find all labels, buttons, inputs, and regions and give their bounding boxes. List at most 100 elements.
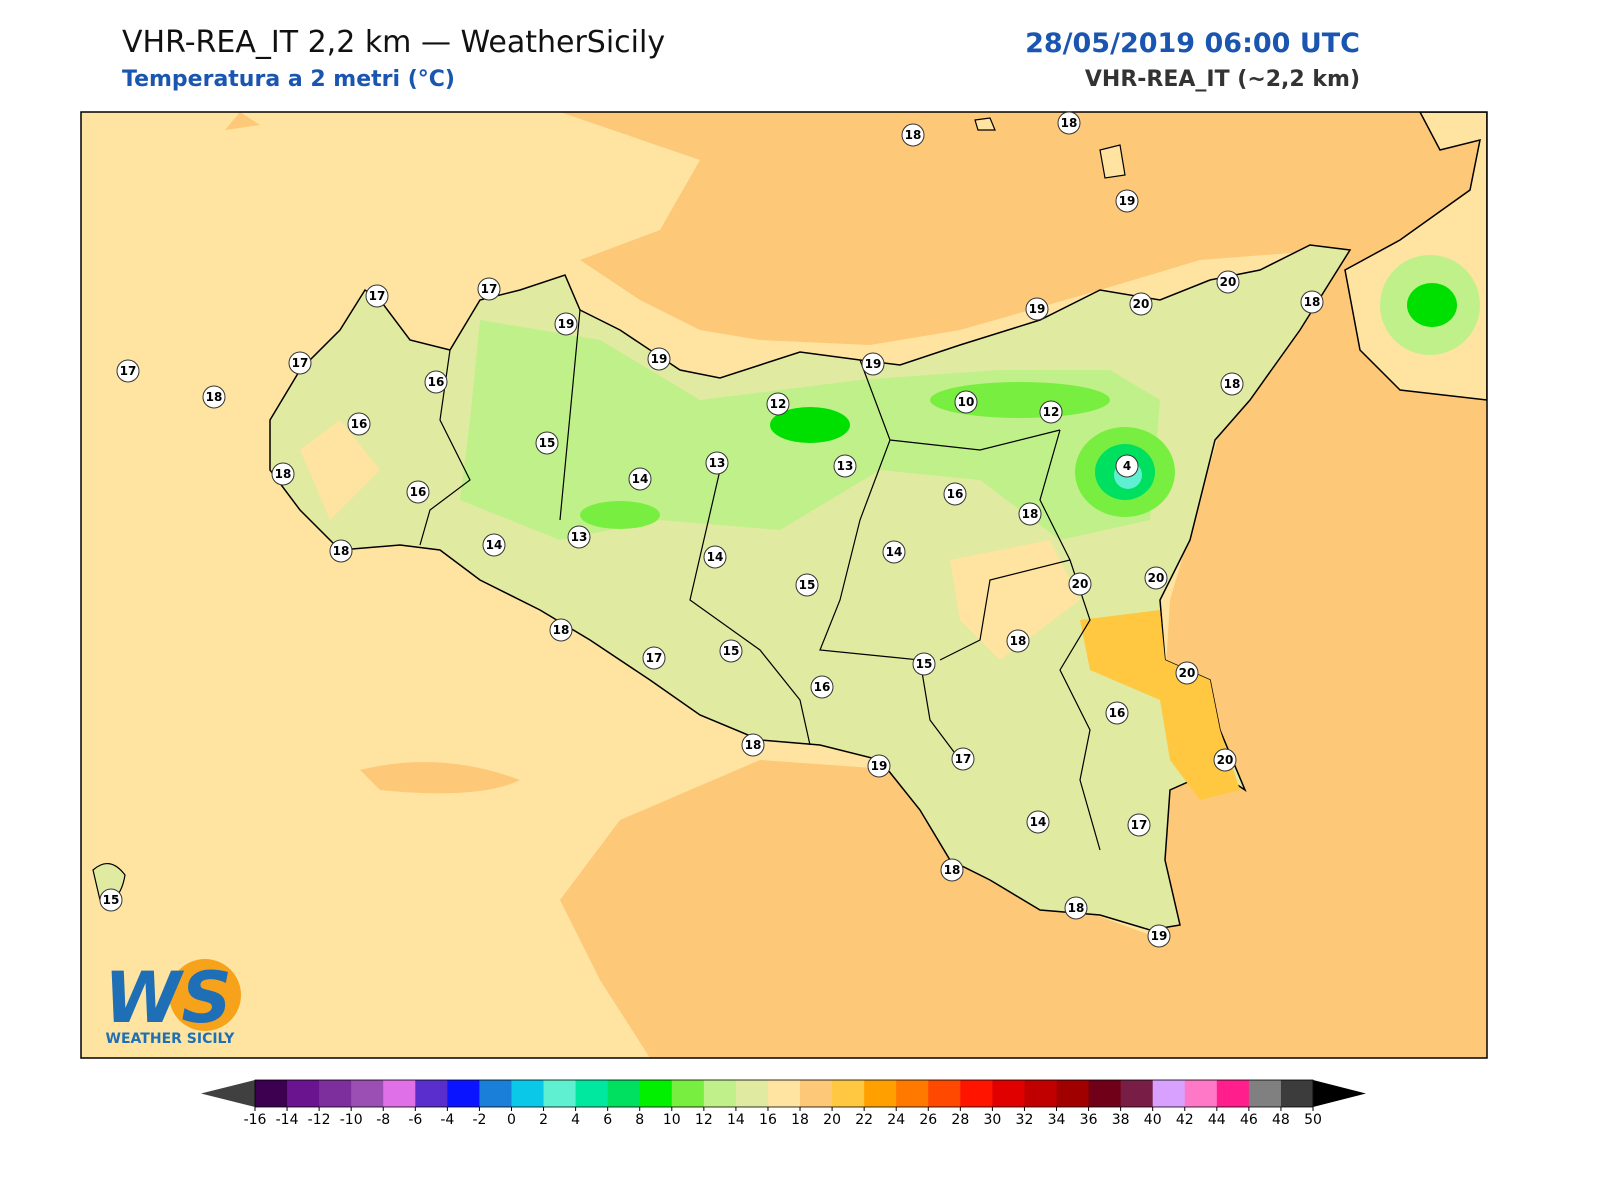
- colorbar-tick-label: -12: [308, 1112, 331, 1128]
- map: 18 18 19 17 17 19 19 17 17 18 16 16 15 18 16 18 14 13 14 13…: [80, 111, 1488, 1059]
- station-marker: [647, 347, 671, 371]
- colorbar-swatch: [1152, 1080, 1186, 1107]
- station-marker: [1026, 810, 1050, 834]
- colorbar-swatch: [1216, 1080, 1250, 1107]
- station: 18: [1064, 896, 1088, 920]
- station-value: 18: [1022, 507, 1039, 521]
- station-marker: [1105, 701, 1129, 725]
- station-marker: [1006, 629, 1030, 653]
- station-marker: [424, 370, 448, 394]
- colorbar-tick-label: 4: [571, 1112, 580, 1128]
- station-value: 18: [1304, 295, 1321, 309]
- warm-zone: [1080, 610, 1240, 800]
- station-marker: [951, 747, 975, 771]
- colorbar-swatch: [800, 1080, 833, 1107]
- colorbar-swatch: [543, 1080, 577, 1107]
- colorbar-swatch: [415, 1080, 448, 1107]
- colorbar-swatch: [928, 1080, 961, 1107]
- station-value: 14: [707, 550, 724, 564]
- station-marker: [549, 618, 573, 642]
- station-marker: [912, 652, 936, 676]
- station-marker: [271, 462, 295, 486]
- station-value: 17: [120, 364, 137, 378]
- station-value: 20: [1072, 577, 1089, 591]
- date: 28/05/2019 06:00 UTC: [1025, 28, 1360, 59]
- station-value: 19: [1029, 302, 1046, 316]
- station-value: 20: [1220, 275, 1237, 289]
- colorbar-swatch: [671, 1080, 705, 1107]
- station-value: 17: [955, 752, 972, 766]
- station-value: 19: [558, 317, 575, 331]
- station: 18: [741, 733, 765, 757]
- station: 19: [861, 352, 885, 376]
- colorbar-outline: [254, 1079, 1314, 1108]
- station-marker: [703, 545, 727, 569]
- station: 19: [1115, 189, 1139, 213]
- station-value: 20: [1148, 571, 1165, 585]
- colorbar-tick-label: 16: [759, 1112, 777, 1128]
- station-value: 16: [1109, 706, 1126, 720]
- colorbar-swatch: [1120, 1080, 1154, 1107]
- station-value: 19: [1119, 194, 1136, 208]
- station-value: 16: [428, 375, 445, 389]
- station: 16: [424, 370, 448, 394]
- subtitle: Temperatura a 2 metri (°C): [122, 67, 455, 92]
- station: 20: [1216, 270, 1240, 294]
- station: 18: [901, 123, 925, 147]
- colorbar-tick-label: 2: [539, 1112, 548, 1128]
- station-value: 15: [916, 657, 933, 671]
- station-value: 13: [709, 456, 726, 470]
- station-value: 4: [1123, 459, 1131, 473]
- model: VHR-REA_IT (~2,2 km): [1085, 67, 1360, 92]
- station-marker: [329, 539, 353, 563]
- colorbar-tick-label: 38: [1112, 1112, 1130, 1128]
- station-marker: [288, 351, 312, 375]
- colorbar-tick-label: -2: [472, 1112, 486, 1128]
- station-marker: [482, 533, 506, 557]
- station: 19: [1025, 297, 1049, 321]
- station-value: 18: [905, 128, 922, 142]
- station-marker: [1216, 270, 1240, 294]
- station: 17: [365, 284, 389, 308]
- station: 20: [1213, 748, 1237, 772]
- colorbar-tick-label: -16: [244, 1112, 267, 1128]
- station-value: 14: [886, 545, 903, 559]
- station-marker: [116, 359, 140, 383]
- station-value: 13: [837, 459, 854, 473]
- station-marker: [861, 352, 885, 376]
- colorbar-tick-label: 34: [1048, 1112, 1066, 1128]
- station-value: 16: [410, 485, 427, 499]
- station-marker: [202, 385, 226, 409]
- station-value: 18: [745, 738, 762, 752]
- station-marker: [1147, 924, 1171, 948]
- colorbar-swatch: [767, 1080, 801, 1107]
- station: 14: [628, 467, 652, 491]
- station-value: 14: [632, 472, 649, 486]
- colorbar-swatch: [255, 1080, 288, 1107]
- colorbar-swatch: [607, 1080, 641, 1107]
- logo-letters: WS: [104, 957, 232, 1039]
- cold-patch: [580, 501, 660, 529]
- station: 20: [1144, 566, 1168, 590]
- station-value: 15: [723, 644, 740, 658]
- station-marker: [567, 525, 591, 549]
- station-value: 15: [539, 436, 556, 450]
- title: VHR-REA_IT 2,2 km — WeatherSicily: [122, 25, 665, 60]
- station: 18: [1220, 372, 1244, 396]
- station: 18: [329, 539, 353, 563]
- station: 12: [766, 392, 790, 416]
- colorbar: -16 -14 -12 -10 -8 -6 -4 -2 0 2 4 6 8 10 12 14 16 18 20 22 2…: [201, 1079, 1366, 1128]
- colorbar-swatch: [1056, 1080, 1090, 1107]
- mild-zone: [300, 420, 1080, 660]
- station-marker: [795, 573, 819, 597]
- colorbar-tick-label: -8: [376, 1112, 390, 1128]
- station-marker: [1300, 290, 1324, 314]
- colorbar-tick-label: -6: [408, 1112, 422, 1128]
- station-marker: [406, 480, 430, 504]
- station-marker: [810, 675, 834, 699]
- colorbar-tick-label: 20: [823, 1112, 841, 1128]
- colorbar-swatch: [351, 1080, 384, 1107]
- station-value: 16: [947, 487, 964, 501]
- station-value: 18: [206, 390, 223, 404]
- station-marker: [1018, 502, 1042, 526]
